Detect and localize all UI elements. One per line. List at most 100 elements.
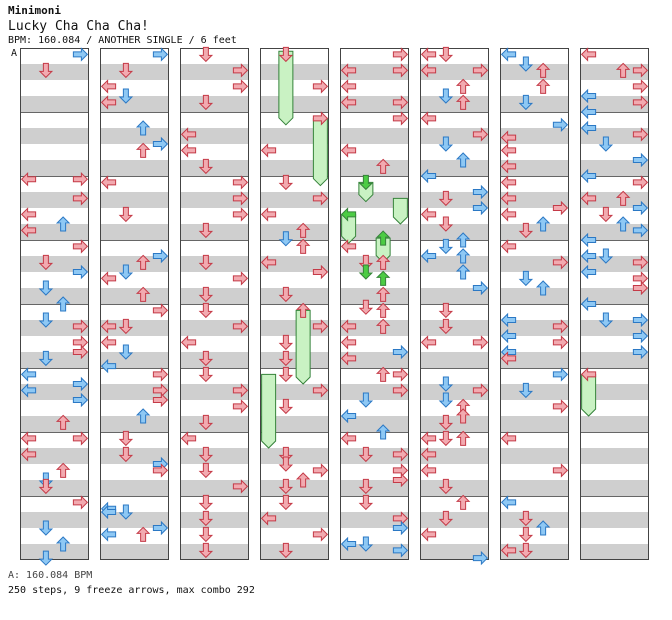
beat-stripe <box>580 480 649 496</box>
down-arrow-icon <box>118 88 134 104</box>
right-arrow-icon <box>232 191 249 206</box>
up-arrow-icon <box>535 520 551 536</box>
down-arrow-icon <box>278 478 294 495</box>
column-border <box>100 48 169 560</box>
down-arrow-icon <box>358 392 374 408</box>
beat-stripe <box>420 224 489 240</box>
freeze-arrow <box>341 213 357 244</box>
column-border <box>20 48 89 560</box>
right-arrow-icon <box>632 344 649 360</box>
left-arrow-icon <box>580 248 597 264</box>
beat-stripe <box>340 128 409 144</box>
left-arrow-icon <box>20 383 37 398</box>
up-arrow-icon <box>455 408 471 424</box>
chart-info: BPM: 160.084 / ANOTHER SINGLE / 6 feet <box>8 35 237 46</box>
beat-stripe <box>260 96 329 112</box>
step-stats: 250 steps, 9 freeze arrows, max combo 29… <box>8 585 255 596</box>
right-arrow-icon <box>312 383 329 398</box>
beat-stripe <box>500 320 569 336</box>
beat-stripe <box>580 192 649 208</box>
right-arrow-icon <box>72 239 89 254</box>
down-arrow-icon <box>278 366 294 383</box>
beat-stripe <box>580 544 649 560</box>
left-arrow-icon <box>100 504 117 520</box>
bpm-section-marker: A <box>11 48 18 59</box>
beat-stripe <box>260 352 329 368</box>
freeze-arrow <box>261 373 277 449</box>
left-arrow-icon <box>260 143 277 158</box>
beat-stripe <box>100 448 169 464</box>
beat-stripe <box>580 96 649 112</box>
right-arrow-icon <box>232 399 249 414</box>
left-arrow-icon <box>260 207 277 222</box>
right-arrow-icon <box>152 392 169 408</box>
down-arrow-icon <box>358 478 374 495</box>
down-arrow-icon <box>198 366 214 383</box>
beat-stripe <box>180 480 249 496</box>
left-arrow-icon <box>580 168 597 184</box>
down-arrow-icon <box>438 376 454 392</box>
up-arrow-icon <box>535 280 551 296</box>
left-arrow-icon <box>580 47 597 62</box>
down-arrow-icon <box>118 62 134 79</box>
left-arrow-icon <box>500 351 517 366</box>
left-arrow-icon <box>20 431 37 446</box>
right-arrow-icon <box>392 111 409 126</box>
left-arrow-icon <box>500 543 517 558</box>
up-arrow-icon <box>295 302 311 318</box>
down-arrow-icon <box>278 456 294 472</box>
down-arrow-icon <box>38 312 54 328</box>
left-arrow-icon <box>580 191 597 206</box>
right-arrow-icon <box>232 175 249 190</box>
left-arrow-icon <box>340 143 357 158</box>
right-arrow-icon <box>552 399 569 414</box>
left-arrow-icon <box>100 319 117 334</box>
left-arrow-icon <box>500 47 517 62</box>
beat-stripe <box>580 160 649 176</box>
beat-stripe <box>340 480 409 496</box>
down-arrow-icon <box>198 462 214 479</box>
left-arrow-icon <box>340 207 357 222</box>
beat-stripe <box>580 352 649 368</box>
up-arrow-icon <box>455 78 471 94</box>
down-arrow-icon <box>438 510 454 527</box>
up-arrow-icon <box>535 78 551 94</box>
right-arrow-icon <box>472 184 489 200</box>
right-arrow-icon <box>632 200 649 216</box>
right-arrow-icon <box>472 550 489 566</box>
left-arrow-icon <box>20 207 37 222</box>
down-arrow-icon <box>198 222 214 239</box>
beat-stripe <box>20 128 89 144</box>
left-arrow-icon <box>580 296 597 312</box>
column-border <box>180 48 249 560</box>
down-arrow-icon <box>438 392 454 408</box>
right-arrow-icon <box>152 248 169 264</box>
down-arrow-icon <box>438 216 454 232</box>
left-arrow-icon <box>340 351 357 366</box>
up-arrow-icon <box>135 120 151 136</box>
beat-stripe <box>180 256 249 272</box>
left-arrow-icon <box>420 111 437 126</box>
freeze-arrow <box>295 309 311 385</box>
left-arrow-icon <box>580 232 597 248</box>
column-border <box>500 48 569 560</box>
down-arrow-icon <box>38 280 54 296</box>
down-arrow-icon <box>278 286 294 303</box>
down-arrow-icon <box>118 504 134 520</box>
beat-stripe <box>20 288 89 304</box>
column-border <box>420 48 489 560</box>
down-arrow-icon <box>438 478 454 495</box>
beat-stripe <box>500 544 569 560</box>
right-arrow-icon <box>552 200 569 216</box>
right-arrow-icon <box>72 191 89 206</box>
beat-stripe <box>20 96 89 112</box>
down-arrow-icon <box>38 478 54 495</box>
down-arrow-icon <box>278 350 294 367</box>
beat-stripe <box>340 64 409 80</box>
beat-stripe <box>340 320 409 336</box>
up-arrow-icon <box>375 254 391 270</box>
down-arrow-icon <box>438 136 454 152</box>
up-arrow-icon <box>55 462 71 478</box>
down-arrow-icon <box>118 344 134 360</box>
left-arrow-icon <box>580 104 597 120</box>
